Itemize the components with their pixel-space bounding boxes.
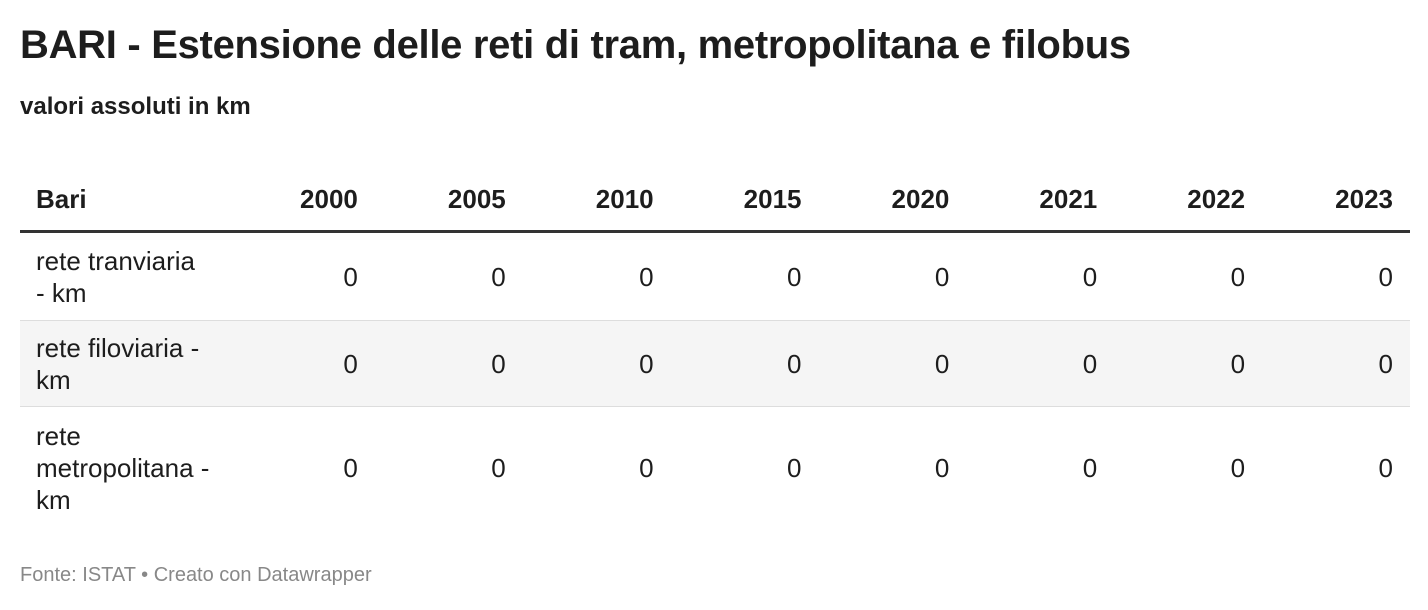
cell: 0 — [1230, 453, 1246, 483]
cell: 0 — [374, 231, 523, 321]
subtitle: valori assoluti in km — [20, 93, 251, 120]
cell: 0 — [374, 320, 523, 407]
cell: 0 — [1114, 320, 1263, 407]
cell: 0 — [227, 320, 375, 407]
column-header: 2023 — [1262, 168, 1410, 233]
header-row: Bari 2000 2005 2010 2015 2020 2021 2022 2023 — [20, 168, 1410, 233]
column-header: 2010 — [522, 168, 671, 233]
cell: 0 — [1262, 320, 1410, 407]
column-header: 2015 — [670, 168, 819, 233]
cell: 0 — [1082, 453, 1098, 483]
data-table: Bari 2000 2005 2010 2015 2020 2021 2022 2023 ret… — [20, 168, 1410, 529]
cell: 0 — [491, 453, 506, 483]
cell: 0 — [787, 453, 802, 483]
cell: 0 — [818, 320, 967, 407]
cell: 0 — [343, 453, 358, 483]
column-header: 2020 — [818, 168, 967, 233]
cell: 0 — [1262, 231, 1410, 321]
cell: 0 — [1114, 231, 1263, 321]
column-header: 2022 — [1114, 168, 1263, 233]
column-header: Bari — [20, 168, 227, 233]
cell: 0 — [522, 320, 671, 407]
column-header: 2005 — [374, 168, 523, 233]
cell: 0 — [1378, 453, 1393, 483]
cell: 0 — [670, 231, 819, 321]
cell: 0 — [522, 231, 671, 321]
cell: 0 — [818, 231, 967, 321]
row-label: rete metropolitana - km — [36, 421, 210, 515]
cell: 0 — [966, 231, 1115, 321]
cell: 0 — [670, 320, 819, 407]
row-label: rete filoviaria - km — [20, 320, 227, 407]
table-row: rete tranviaria - km 0 0 0 0 0 0 0 0 — [20, 231, 1410, 321]
column-header: 2021 — [966, 168, 1115, 233]
table-head: Bari 2000 2005 2010 2015 2020 2021 2022 2023 — [20, 168, 1410, 233]
cell: 0 — [934, 453, 950, 483]
title: BARI - Estensione delle reti di tram, me… — [20, 23, 1131, 67]
footer: Fonte: ISTAT • Creato con Datawrapper — [20, 564, 372, 586]
table-body: rete tranviaria - km 0 0 0 0 0 0 0 0 rete filovia… — [20, 231, 1410, 530]
cell: 0 — [227, 231, 375, 321]
table-row: rete filoviaria - km 0 0 0 0 0 0 0 0 — [20, 320, 1410, 407]
cell: 0 — [966, 320, 1115, 407]
column-header: 2000 — [227, 168, 375, 233]
cell: 0 — [639, 453, 654, 483]
row-label: rete tranviaria - km — [20, 231, 227, 321]
table-row: rete metropolitana - km 0 0 0 0 0 0 0 0 — [20, 407, 1410, 530]
